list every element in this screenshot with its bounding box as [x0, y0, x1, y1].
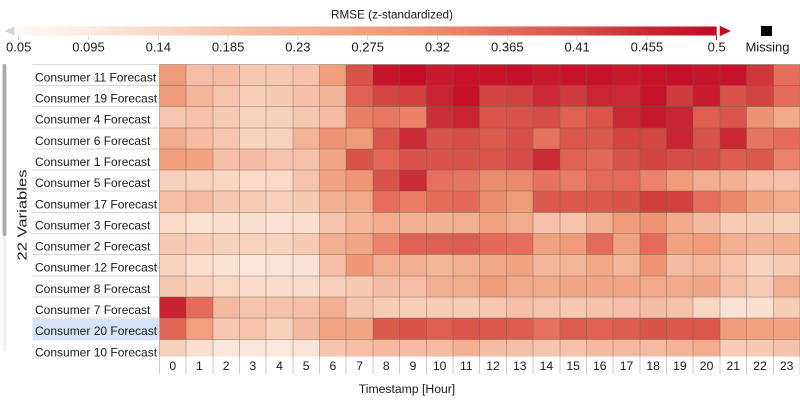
svg-text:4: 4	[276, 359, 283, 373]
svg-text:Missing: Missing	[745, 40, 789, 55]
svg-text:21: 21	[726, 359, 740, 373]
svg-text:Consumer 20 Forecast: Consumer 20 Forecast	[35, 324, 158, 338]
svg-text:3: 3	[249, 359, 256, 373]
svg-text:0.05: 0.05	[6, 40, 31, 55]
svg-text:19: 19	[673, 359, 687, 373]
svg-text:16: 16	[593, 359, 607, 373]
svg-text:Consumer 10 Forecast: Consumer 10 Forecast	[35, 345, 158, 359]
svg-text:Consumer 12 Forecast: Consumer 12 Forecast	[35, 261, 158, 275]
svg-text:18: 18	[646, 359, 660, 373]
svg-text:Consumer 8 Forecast: Consumer 8 Forecast	[35, 282, 151, 296]
svg-text:Consumer 17 Forecast: Consumer 17 Forecast	[35, 197, 158, 211]
svg-text:0.23: 0.23	[285, 40, 310, 55]
svg-text:RMSE (z-standardized): RMSE (z-standardized)	[331, 7, 453, 21]
svg-text:15: 15	[566, 359, 580, 373]
svg-text:Consumer 6 Forecast: Consumer 6 Forecast	[35, 134, 151, 148]
svg-text:0.14: 0.14	[146, 40, 171, 55]
svg-text:Consumer 11 Forecast: Consumer 11 Forecast	[35, 70, 157, 84]
svg-text:7: 7	[356, 359, 363, 373]
svg-text:Consumer 1 Forecast: Consumer 1 Forecast	[35, 155, 151, 169]
svg-text:0.185: 0.185	[212, 40, 245, 55]
svg-text:0: 0	[169, 359, 176, 373]
svg-text:0.455: 0.455	[631, 40, 664, 55]
svg-text:22: 22	[753, 359, 767, 373]
svg-text:20: 20	[700, 359, 714, 373]
svg-text:0.41: 0.41	[564, 40, 589, 55]
svg-text:12: 12	[486, 359, 500, 373]
svg-text:22 Variables: 22 Variables	[15, 169, 30, 261]
svg-text:23: 23	[780, 359, 794, 373]
svg-text:Consumer 7 Forecast: Consumer 7 Forecast	[35, 303, 151, 317]
svg-text:0.5: 0.5	[708, 40, 726, 55]
svg-text:5: 5	[303, 359, 310, 373]
svg-text:10: 10	[433, 359, 447, 373]
svg-text:Consumer 5 Forecast: Consumer 5 Forecast	[35, 176, 151, 190]
svg-text:0.365: 0.365	[491, 40, 524, 55]
svg-text:Consumer 4 Forecast: Consumer 4 Forecast	[35, 113, 151, 127]
svg-text:Consumer 3 Forecast: Consumer 3 Forecast	[35, 218, 151, 232]
svg-text:11: 11	[460, 359, 473, 373]
svg-text:13: 13	[513, 359, 527, 373]
svg-text:Timestamp [Hour]: Timestamp [Hour]	[359, 382, 455, 396]
svg-text:0.275: 0.275	[351, 40, 384, 55]
svg-text:2: 2	[223, 359, 230, 373]
svg-text:9: 9	[410, 359, 417, 373]
svg-text:8: 8	[383, 359, 390, 373]
svg-text:14: 14	[540, 359, 554, 373]
svg-text:Consumer 2 Forecast: Consumer 2 Forecast	[35, 240, 151, 254]
svg-text:17: 17	[620, 359, 634, 373]
svg-text:0.32: 0.32	[425, 40, 450, 55]
svg-text:0.095: 0.095	[72, 40, 105, 55]
svg-text:6: 6	[330, 359, 337, 373]
svg-text:1: 1	[196, 359, 203, 373]
svg-text:Consumer 19 Forecast: Consumer 19 Forecast	[35, 92, 158, 106]
